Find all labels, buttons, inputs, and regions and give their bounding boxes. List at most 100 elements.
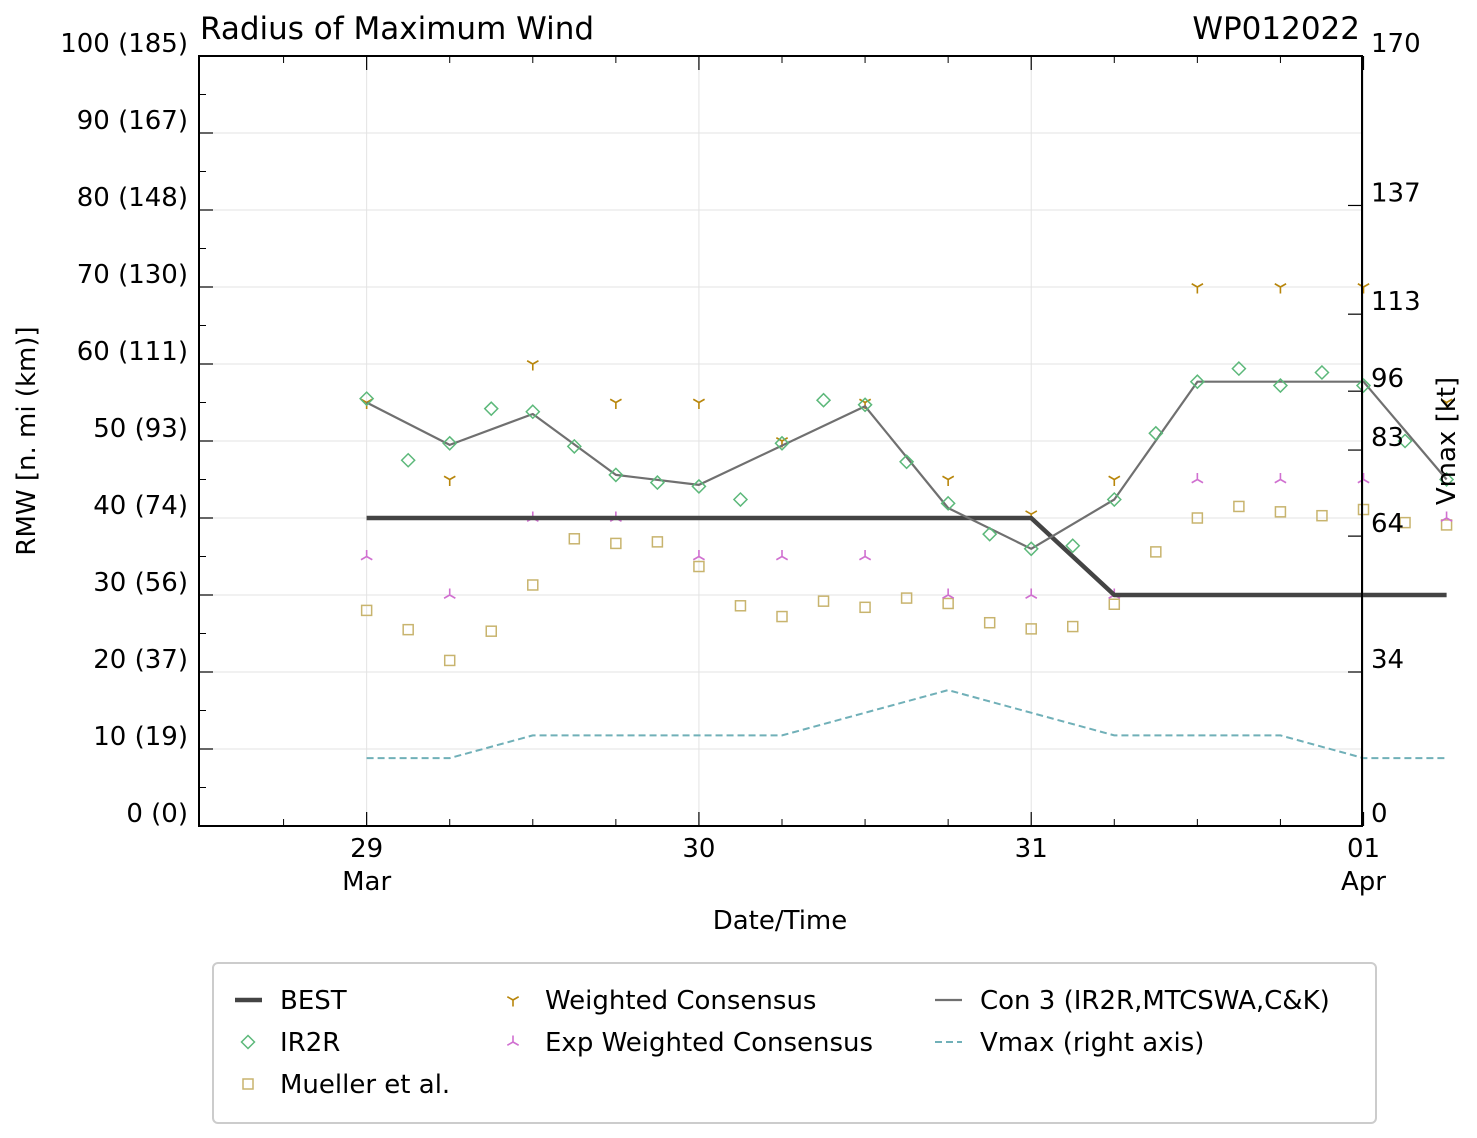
y2-tick-label: 170 bbox=[1371, 29, 1421, 59]
point-ir2r bbox=[649, 475, 665, 491]
point-ir2r bbox=[608, 467, 624, 483]
legend-label-exp-weighted-consensus: Exp Weighted Consensus bbox=[545, 1028, 873, 1058]
legend-swatch-ir2r bbox=[240, 1034, 256, 1050]
point-weighted-consensus bbox=[609, 398, 622, 409]
point-ir2r bbox=[1314, 364, 1330, 381]
series-line-best bbox=[366, 515, 1447, 598]
point-mueller-et-al bbox=[1108, 598, 1121, 610]
point-mueller-et-al bbox=[1357, 503, 1370, 516]
chart-title: Radius of Maximum Wind bbox=[200, 11, 594, 47]
y-tick-label: 50 (93) bbox=[93, 414, 188, 444]
point-ir2r bbox=[359, 391, 375, 407]
point-ir2r bbox=[774, 435, 790, 451]
x-tick-label-day: 31 bbox=[1015, 834, 1048, 864]
series-line-con-3-ir2r-mtcswa-c-k bbox=[366, 380, 1448, 550]
point-exp-weighted-consensus bbox=[1440, 511, 1453, 522]
point-mueller-et-al bbox=[817, 595, 830, 607]
y-tick-label: 90 (167) bbox=[77, 106, 188, 136]
point-mueller-et-al bbox=[610, 537, 622, 550]
axis-ticks: 0 (0) 10 (19) 20 (37) 30 (56) 40 (74) 50 (93)… bbox=[60, 29, 1420, 897]
point-mueller-et-al bbox=[527, 579, 539, 591]
point-ir2r bbox=[1023, 541, 1039, 557]
y-tick-label: 10 (19) bbox=[93, 722, 188, 752]
point-ir2r bbox=[1065, 538, 1081, 554]
x-axis-label: Date/Time bbox=[713, 906, 848, 936]
point-mueller-et-al bbox=[900, 592, 913, 604]
point-ir2r bbox=[691, 478, 707, 494]
y2-tick-label: 96 bbox=[1371, 364, 1404, 394]
point-ir2r bbox=[483, 401, 499, 417]
point-mueller-et-al bbox=[485, 625, 497, 637]
y2-tick-label: 137 bbox=[1371, 178, 1421, 208]
legend-label-mueller-et-al: Mueller et al. bbox=[280, 1070, 450, 1100]
point-mueller-et-al bbox=[402, 623, 414, 636]
point-exp-weighted-consensus bbox=[443, 588, 456, 599]
legend-swatch-mueller-et-al bbox=[242, 1078, 254, 1090]
x-tick-label-month: Mar bbox=[342, 867, 391, 897]
point-ir2r bbox=[1106, 491, 1122, 508]
point-ir2r bbox=[1231, 361, 1247, 377]
legend-label-best: BEST bbox=[280, 986, 347, 1016]
y2-tick-label: 0 bbox=[1371, 799, 1388, 829]
point-exp-weighted-consensus bbox=[1025, 588, 1038, 599]
point-ir2r bbox=[1189, 374, 1205, 390]
storm-id: WP012022 bbox=[1192, 11, 1360, 47]
point-mueller-et-al bbox=[776, 610, 788, 623]
y2-tick-label: 64 bbox=[1371, 509, 1404, 539]
y-tick-label: 70 (130) bbox=[77, 260, 188, 290]
point-mueller-et-al bbox=[983, 616, 996, 629]
y-tick-label: 100 (185) bbox=[60, 29, 188, 59]
point-ir2r bbox=[442, 435, 458, 451]
series-line-vmax-right-axis bbox=[366, 689, 1447, 760]
point-ir2r bbox=[1397, 433, 1413, 449]
point-mueller-et-al bbox=[859, 601, 871, 614]
legend-swatch-weighted-consensus bbox=[506, 996, 520, 1007]
point-exp-weighted-consensus bbox=[1274, 473, 1287, 484]
point-exp-weighted-consensus bbox=[775, 550, 789, 561]
legend-label-vmax-right-axis: Vmax (right axis) bbox=[980, 1028, 1204, 1058]
legend: BEST IR2R Mueller et al. Weighted Consensus… bbox=[235, 986, 1330, 1100]
point-mueller-et-al bbox=[1316, 509, 1328, 522]
y-tick-label: 80 (148) bbox=[77, 183, 188, 213]
point-ir2r bbox=[982, 526, 998, 542]
point-weighted-consensus bbox=[942, 475, 955, 486]
point-mueller-et-al bbox=[568, 533, 581, 545]
point-ir2r bbox=[1148, 425, 1164, 441]
point-ir2r bbox=[1439, 471, 1455, 488]
y2-axis-label: Vmax [kt] bbox=[1432, 377, 1462, 505]
point-exp-weighted-consensus bbox=[1191, 473, 1204, 484]
point-exp-weighted-consensus bbox=[692, 550, 705, 561]
point-weighted-consensus bbox=[1440, 398, 1453, 409]
point-mueller-et-al bbox=[1191, 512, 1204, 524]
point-weighted-consensus bbox=[1191, 283, 1204, 294]
x-tick-label-month: Apr bbox=[1341, 867, 1386, 897]
point-exp-weighted-consensus bbox=[360, 550, 373, 561]
x-tick-label-day: 30 bbox=[682, 834, 715, 864]
y-axis-label: RMW [n. mi (km)] bbox=[12, 326, 42, 555]
point-ir2r bbox=[732, 491, 749, 508]
y-tick-label: 40 (74) bbox=[93, 491, 188, 521]
point-ir2r bbox=[525, 404, 541, 420]
point-mueller-et-al bbox=[693, 560, 705, 573]
point-mueller-et-al bbox=[651, 536, 664, 548]
point-ir2r bbox=[857, 397, 873, 413]
point-mueller-et-al bbox=[1399, 516, 1411, 529]
point-mueller-et-al bbox=[734, 600, 747, 612]
y2-tick-label: 34 bbox=[1371, 645, 1404, 675]
legend-swatch-exp-weighted-consensus bbox=[506, 1035, 520, 1046]
x-tick-label-day: 29 bbox=[350, 834, 383, 864]
y2-tick-label: 83 bbox=[1371, 423, 1404, 453]
y-tick-label: 0 (0) bbox=[126, 799, 188, 829]
point-mueller-et-al bbox=[1150, 546, 1162, 558]
legend-label-con-3-ir2r-mtcswa-c-k: Con 3 (IR2R,MTCSWA,C&K) bbox=[980, 986, 1330, 1016]
y-tick-label: 30 (56) bbox=[93, 568, 188, 598]
point-mueller-et-al bbox=[942, 597, 954, 610]
point-ir2r bbox=[899, 454, 915, 470]
y-tick-label: 20 (37) bbox=[93, 645, 188, 675]
legend-box bbox=[212, 962, 1377, 1124]
point-mueller-et-al bbox=[1274, 506, 1287, 518]
point-mueller-et-al bbox=[443, 654, 456, 667]
point-ir2r bbox=[940, 495, 956, 511]
point-ir2r bbox=[815, 392, 832, 408]
